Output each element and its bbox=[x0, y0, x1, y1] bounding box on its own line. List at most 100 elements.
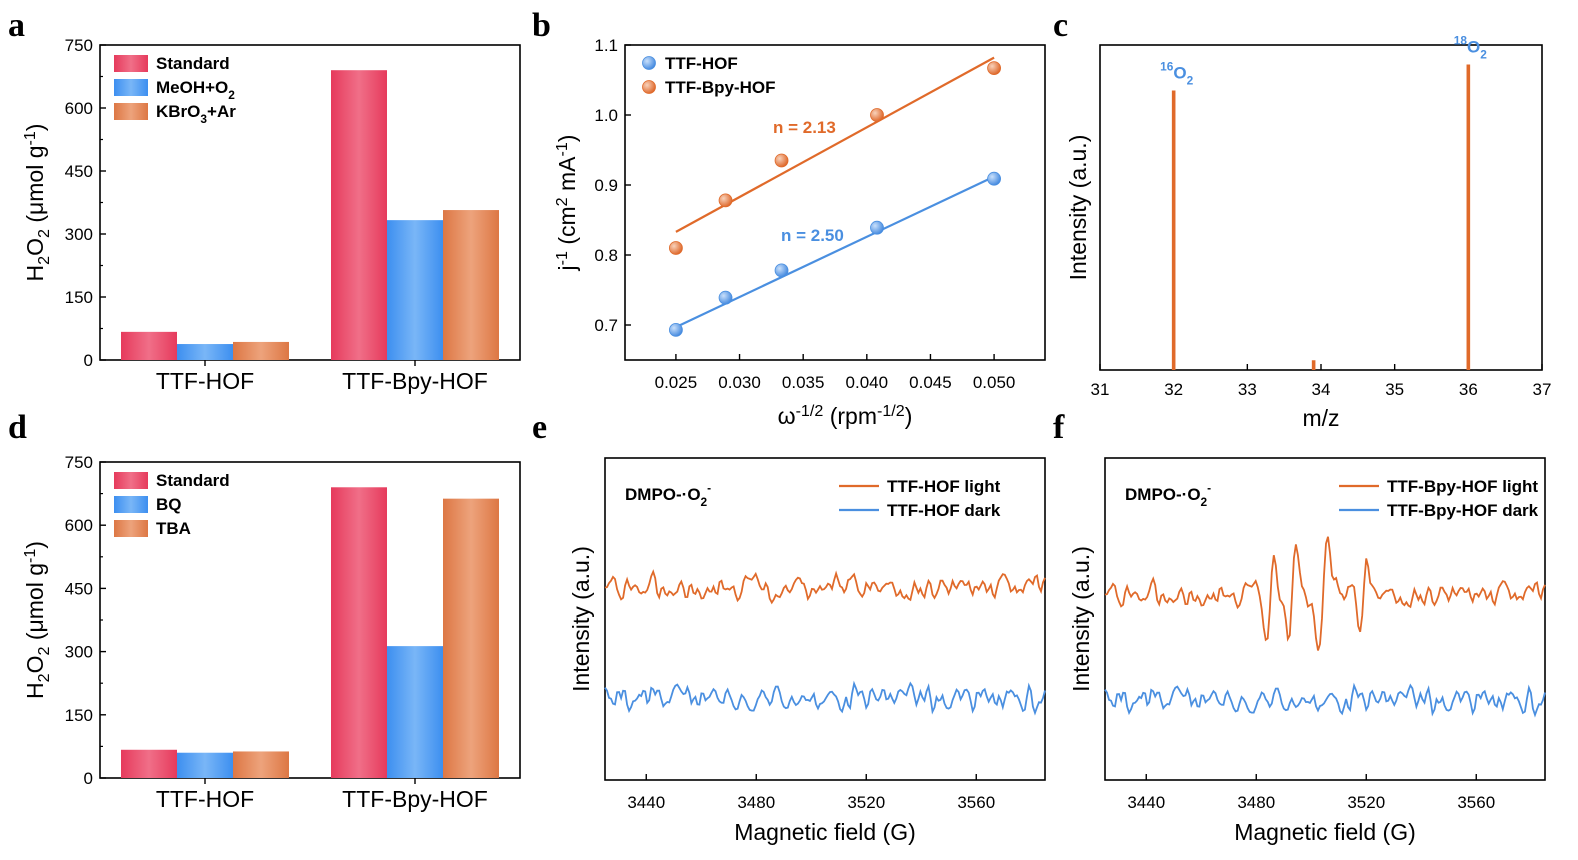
spectrum-line bbox=[604, 569, 1046, 605]
x-tick-label: 0.030 bbox=[718, 373, 761, 392]
legend-label: MeOH+O2 bbox=[156, 78, 235, 102]
spectrum-line bbox=[604, 680, 1046, 716]
x-category-label: TTF-Bpy-HOF bbox=[342, 368, 488, 394]
legend-marker bbox=[642, 56, 656, 70]
panel-c: c 31 32 33 34 35 36 37 m/z Intensity (a.u.) 16O2 18… bbox=[1053, 7, 1551, 431]
plot-frame bbox=[1099, 44, 1543, 371]
bar bbox=[331, 487, 387, 778]
bar bbox=[443, 210, 499, 360]
panel-letter: e bbox=[532, 409, 547, 446]
y-tick-label: 0 bbox=[84, 769, 93, 788]
spectrum-line bbox=[1104, 536, 1546, 651]
y-tick-label: 300 bbox=[65, 643, 93, 662]
y-axis-label: Intensity (a.u.) bbox=[1065, 135, 1091, 281]
bar bbox=[443, 498, 499, 778]
x-category-label: TTF-HOF bbox=[156, 786, 254, 812]
x-tick-label: 37 bbox=[1533, 380, 1552, 399]
x-axis-label: m/z bbox=[1302, 405, 1339, 431]
y-tick-label: 0.9 bbox=[594, 176, 618, 195]
legend-label: TTF-HOF dark bbox=[887, 501, 1001, 520]
panel-letter: b bbox=[532, 7, 551, 44]
x-tick-label: 0.025 bbox=[655, 373, 698, 392]
panel-a: a 0 150 300 450 600 750 H2O2 (μmol g-1) TTF-HOF T… bbox=[8, 7, 521, 394]
bar bbox=[233, 751, 289, 778]
x-tick-label: 3480 bbox=[1237, 793, 1275, 812]
y-tick-label: 750 bbox=[65, 36, 93, 55]
x-tick-label: 3440 bbox=[627, 793, 665, 812]
plot-frame bbox=[604, 457, 1046, 781]
y-tick-label: 150 bbox=[65, 706, 93, 725]
panel-b: b 0.025 0.030 0.035 0.040 0.045 0.050 0.7 0.8 0.9… bbox=[532, 7, 1046, 429]
y-axis-label: H2O2 (μmol g-1) bbox=[21, 541, 53, 699]
x-tick-label: 0.045 bbox=[909, 373, 952, 392]
bar bbox=[387, 646, 443, 778]
bar bbox=[121, 749, 177, 778]
data-point bbox=[718, 193, 733, 208]
data-point bbox=[987, 61, 1001, 75]
x-category-label: TTF-Bpy-HOF bbox=[342, 786, 488, 812]
x-axis-label: Magnetic field (G) bbox=[734, 819, 916, 845]
y-tick-label: 150 bbox=[65, 288, 93, 307]
panel-f: f 3440 3480 3520 3560 Magnetic field (G) Inten… bbox=[1053, 409, 1546, 845]
bar bbox=[121, 331, 177, 360]
data-point bbox=[870, 108, 884, 122]
panel-letter: f bbox=[1053, 409, 1065, 446]
y-tick-label: 600 bbox=[65, 516, 93, 535]
annotation: DMPO-·O2- bbox=[1125, 481, 1211, 509]
x-tick-label: 3560 bbox=[957, 793, 995, 812]
x-tick-label: 36 bbox=[1459, 380, 1478, 399]
legend-label: TBA bbox=[156, 519, 191, 538]
legend-label: TTF-Bpy-HOF bbox=[665, 78, 775, 97]
plot-frame bbox=[1104, 457, 1546, 781]
panel-letter: d bbox=[8, 409, 27, 446]
x-axis-label: ω-1/2 (rpm-1/2) bbox=[778, 402, 913, 429]
y-tick-label: 0 bbox=[84, 351, 93, 370]
x-tick-label: 0.040 bbox=[846, 373, 889, 392]
panel-e: e 3440 3480 3520 3560 Magnetic field (G) Inten… bbox=[532, 409, 1046, 845]
spectrum-line bbox=[1104, 682, 1546, 718]
data-point bbox=[718, 290, 733, 305]
panel-d: d 0 150 300 450 600 750 H2O2 (μmol g-1) TTF-HOF T… bbox=[8, 409, 521, 812]
x-category-label: TTF-HOF bbox=[156, 368, 254, 394]
legend-label: KBrO3+Ar bbox=[156, 102, 236, 126]
x-tick-label: 34 bbox=[1312, 380, 1331, 399]
legend-swatch bbox=[114, 520, 148, 537]
y-tick-label: 300 bbox=[65, 225, 93, 244]
legend-swatch bbox=[114, 496, 148, 513]
x-tick-label: 3520 bbox=[847, 793, 885, 812]
x-tick-label: 3480 bbox=[737, 793, 775, 812]
annotation: DMPO-·O2- bbox=[625, 481, 711, 509]
y-tick-label: 600 bbox=[65, 99, 93, 118]
data-point bbox=[774, 153, 789, 168]
peak-label: 18O2 bbox=[1454, 34, 1487, 62]
peak-label: 16O2 bbox=[1160, 60, 1193, 88]
y-tick-label: 1.0 bbox=[594, 106, 618, 125]
plot-frame bbox=[624, 44, 1046, 361]
legend-label: Standard bbox=[156, 471, 230, 490]
x-tick-label: 3440 bbox=[1127, 793, 1165, 812]
spectrum-peak bbox=[1466, 64, 1471, 370]
y-axis-label: Intensity (a.u.) bbox=[1068, 546, 1094, 692]
x-tick-label: 35 bbox=[1385, 380, 1404, 399]
legend-swatch bbox=[114, 79, 148, 96]
legend-label: TTF-HOF bbox=[665, 54, 738, 73]
y-axis-label: Intensity (a.u.) bbox=[568, 546, 594, 692]
legend-swatch bbox=[114, 103, 148, 120]
legend-label: Standard bbox=[156, 54, 230, 73]
data-point bbox=[774, 263, 789, 278]
y-tick-label: 450 bbox=[65, 579, 93, 598]
bar bbox=[233, 341, 289, 360]
legend-label: TTF-Bpy-HOF dark bbox=[1387, 501, 1539, 520]
y-axis-label: j-1 (cm2 mA-1) bbox=[553, 135, 580, 272]
legend-marker bbox=[642, 80, 656, 94]
y-tick-label: 0.8 bbox=[594, 246, 618, 265]
bar bbox=[177, 344, 233, 360]
legend-label: TTF-HOF light bbox=[887, 477, 1001, 496]
x-tick-label: 0.050 bbox=[973, 373, 1016, 392]
data-point bbox=[669, 322, 683, 337]
bar bbox=[177, 752, 233, 778]
data-point bbox=[870, 220, 884, 235]
legend-swatch bbox=[114, 55, 148, 72]
x-tick-label: 32 bbox=[1164, 380, 1183, 399]
